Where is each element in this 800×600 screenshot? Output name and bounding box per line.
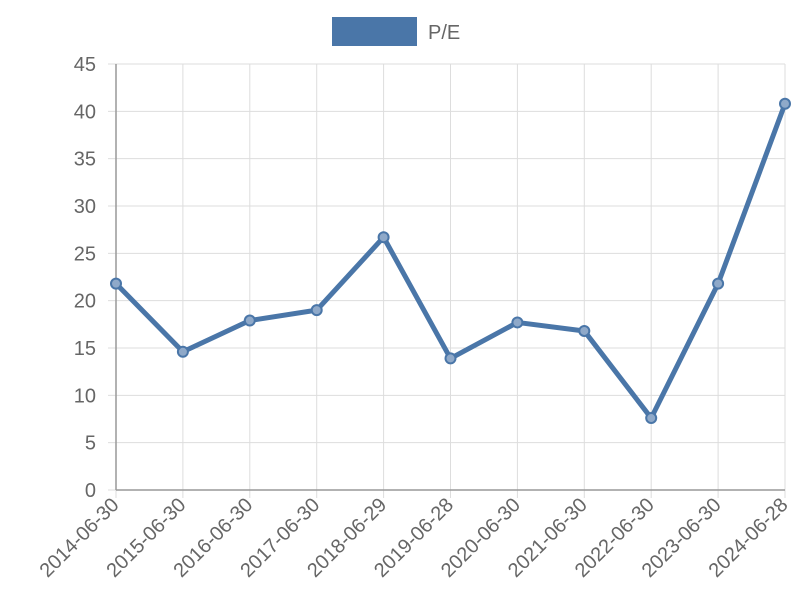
y-tick-label: 20 (74, 291, 96, 313)
data-point (176, 345, 189, 358)
data-point (243, 314, 256, 327)
legend-label: P/E (428, 22, 460, 44)
y-tick-label: 0 (85, 480, 96, 502)
data-point (712, 277, 725, 290)
y-tick-label: 35 (74, 149, 96, 171)
data-point (444, 352, 457, 365)
data-point (779, 97, 791, 110)
data-point (511, 316, 524, 329)
data-point (110, 277, 122, 290)
y-tick-label: 40 (74, 101, 96, 123)
y-tick-label: 45 (74, 54, 96, 76)
data-point (578, 324, 591, 337)
y-tick-label: 5 (85, 433, 96, 455)
y-tick-label: 15 (74, 338, 96, 360)
y-tick-label: 30 (74, 196, 96, 218)
legend-swatch (332, 17, 417, 46)
data-point (377, 231, 390, 244)
data-point (310, 304, 323, 317)
y-tick-label: 10 (74, 385, 96, 407)
y-tick-label: 25 (74, 243, 96, 265)
legend: P/E (332, 17, 460, 46)
data-point (645, 412, 658, 425)
